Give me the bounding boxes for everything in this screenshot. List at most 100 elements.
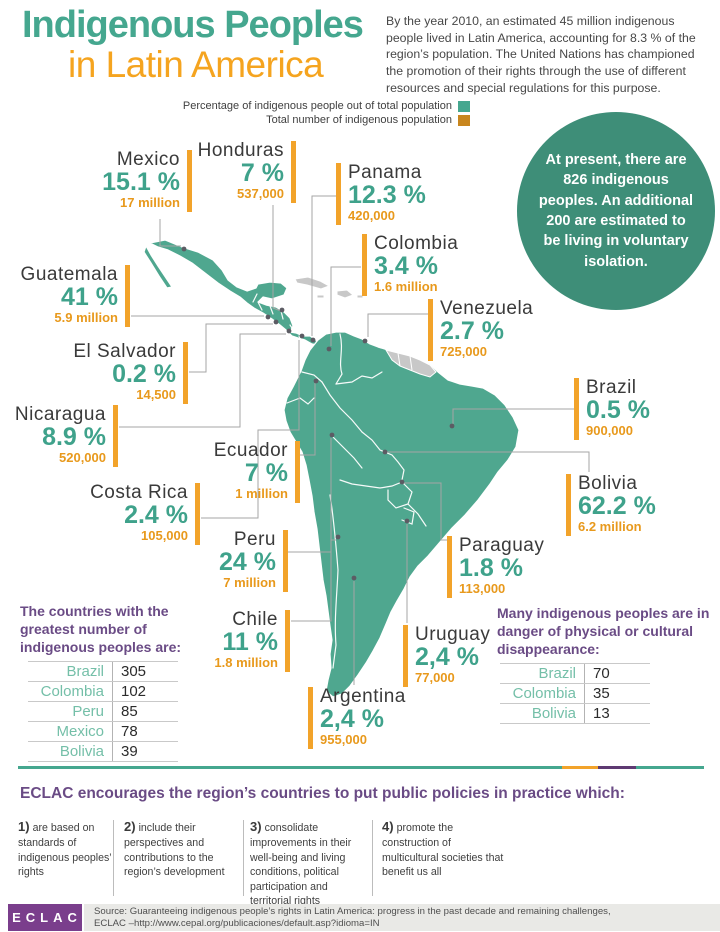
accent-bar bbox=[183, 342, 188, 404]
country-count: 6.2 million bbox=[578, 519, 642, 535]
country-label-mexico: Mexico 15.1 % 17 million bbox=[102, 150, 192, 212]
country-count: 725,000 bbox=[440, 344, 487, 360]
column-divider bbox=[372, 820, 373, 896]
accent-bar bbox=[113, 405, 118, 467]
accent-bar bbox=[362, 234, 367, 296]
column-divider bbox=[113, 820, 114, 896]
policy-item-3: 3) consolidate improvements in their well… bbox=[250, 818, 368, 909]
map-borders bbox=[252, 293, 427, 669]
country-percent: 2.7 % bbox=[440, 317, 504, 345]
divider-orange-segment bbox=[562, 766, 598, 769]
country-name: Argentina bbox=[320, 686, 406, 707]
row-value: 85 bbox=[112, 702, 178, 721]
accent-bar bbox=[403, 625, 408, 687]
country-percent: 62.2 % bbox=[578, 492, 656, 520]
label-connectors bbox=[119, 195, 590, 685]
policy-item-4: 4) promote the construction of multicultu… bbox=[382, 818, 508, 880]
accent-bar bbox=[125, 265, 130, 327]
legend: Percentage of indigenous people out of t… bbox=[183, 99, 470, 127]
policy-number: 4) bbox=[382, 819, 394, 834]
accent-bar bbox=[308, 687, 313, 749]
policy-item-2: 2) include their perspectives and contrib… bbox=[124, 818, 236, 880]
policy-text: include their perspectives and contribut… bbox=[124, 822, 225, 879]
country-name: Chile bbox=[232, 609, 278, 630]
greatest-number-heading: The countries with the greatest number o… bbox=[20, 603, 182, 655]
country-name: Paraguay bbox=[459, 535, 545, 556]
country-label-nicaragua: Nicaragua 8.9 % 520,000 bbox=[15, 405, 118, 467]
intro-paragraph: By the year 2010, an estimated 45 millio… bbox=[386, 14, 696, 95]
policy-text: promote the construction of multicultura… bbox=[382, 822, 504, 879]
eclac-logo: ECLAC bbox=[8, 904, 82, 931]
row-value: 70 bbox=[584, 664, 650, 683]
highlight-circle: At present, there are 826 indigenous peo… bbox=[517, 112, 715, 310]
row-country: Bolivia bbox=[531, 705, 576, 722]
row-country: Colombia bbox=[512, 685, 576, 702]
country-count: 14,500 bbox=[136, 387, 176, 403]
country-percent: 7 % bbox=[244, 459, 288, 487]
accent-bar bbox=[447, 536, 452, 598]
country-percent: 24 % bbox=[219, 548, 276, 576]
accent-bar bbox=[574, 378, 579, 440]
country-label-peru: Peru 24 % 7 million bbox=[219, 530, 288, 592]
country-name: Nicaragua bbox=[14, 404, 106, 425]
legend-item-percentage: Percentage of indigenous people out of t… bbox=[183, 99, 470, 113]
legend-label: Total number of indigenous population bbox=[266, 114, 452, 126]
country-percent: 15.1 % bbox=[102, 168, 180, 196]
title-line-1: Indigenous Peoples bbox=[22, 4, 364, 46]
table-row: Brazil 70 bbox=[500, 664, 650, 684]
country-label-venezuela: Venezuela 2.7 % 725,000 bbox=[428, 299, 533, 361]
country-percent: 8.9 % bbox=[42, 423, 106, 451]
orange-swatch-icon bbox=[458, 114, 470, 126]
country-count: 113,000 bbox=[459, 581, 506, 597]
country-count: 520,000 bbox=[59, 450, 106, 466]
accent-bar bbox=[285, 610, 290, 672]
row-country: Bolivia bbox=[59, 743, 104, 760]
row-country: Brazil bbox=[66, 663, 104, 680]
policy-item-1: 1) are based on standards of indigenous p… bbox=[18, 818, 112, 880]
country-label-honduras: Honduras 7 % 537,000 bbox=[198, 141, 296, 203]
accent-bar bbox=[566, 474, 571, 536]
title-line-2: in Latin America bbox=[68, 43, 324, 85]
danger-table: Brazil 70 Colombia 35 Bolivia 13 bbox=[500, 663, 650, 724]
country-percent: 1.8 % bbox=[459, 554, 523, 582]
page-title: Indigenous Peoples in Latin America bbox=[22, 4, 364, 85]
country-name: Mexico bbox=[116, 149, 180, 170]
accent-bar bbox=[291, 141, 296, 203]
source-line-1: Source: Guaranteeing indigenous people’s… bbox=[94, 905, 611, 917]
accent-bar bbox=[187, 150, 192, 212]
row-value: 102 bbox=[112, 682, 178, 701]
row-country: Brazil bbox=[538, 665, 576, 682]
row-country: Colombia bbox=[40, 683, 104, 700]
country-label-bolivia: Bolivia 62.2 % 6.2 million bbox=[566, 474, 656, 536]
country-name: Venezuela bbox=[440, 298, 534, 319]
row-country: Mexico bbox=[56, 723, 104, 740]
divider-purple-segment bbox=[598, 766, 636, 769]
section-divider bbox=[18, 766, 704, 769]
country-percent: 12.3 % bbox=[348, 181, 426, 209]
table-row: Brazil 305 bbox=[28, 662, 178, 682]
source-line-2: ECLAC –http://www.cepal.org/publicacione… bbox=[94, 917, 380, 929]
country-count: 1.8 million bbox=[214, 655, 278, 671]
country-percent: 0.5 % bbox=[586, 396, 650, 424]
country-name: Panama bbox=[348, 162, 422, 183]
country-count: 17 million bbox=[120, 195, 180, 211]
policies-heading: ECLAC encourages the region’s countries … bbox=[20, 785, 625, 802]
country-name: Bolivia bbox=[578, 473, 638, 494]
country-name: Honduras bbox=[197, 140, 284, 161]
country-label-argentina: Argentina 2,4 % 955,000 bbox=[308, 687, 406, 749]
table-row: Bolivia 39 bbox=[28, 742, 178, 762]
legend-label: Percentage of indigenous people out of t… bbox=[182, 100, 452, 112]
accent-bar bbox=[283, 530, 288, 592]
row-value: 35 bbox=[584, 684, 650, 703]
country-count: 955,000 bbox=[320, 732, 367, 748]
country-count: 1.6 million bbox=[374, 279, 438, 295]
accent-bar bbox=[295, 441, 300, 503]
country-name: Uruguay bbox=[415, 624, 491, 645]
country-label-ecuador: Ecuador 7 % 1 million bbox=[214, 441, 300, 503]
country-percent: 2,4 % bbox=[320, 705, 384, 733]
country-label-guatemala: Guatemala 41 % 5.9 million bbox=[21, 265, 130, 327]
country-percent: 41 % bbox=[61, 283, 118, 311]
country-label-chile: Chile 11 % 1.8 million bbox=[214, 610, 290, 672]
country-percent: 11 % bbox=[222, 628, 278, 656]
